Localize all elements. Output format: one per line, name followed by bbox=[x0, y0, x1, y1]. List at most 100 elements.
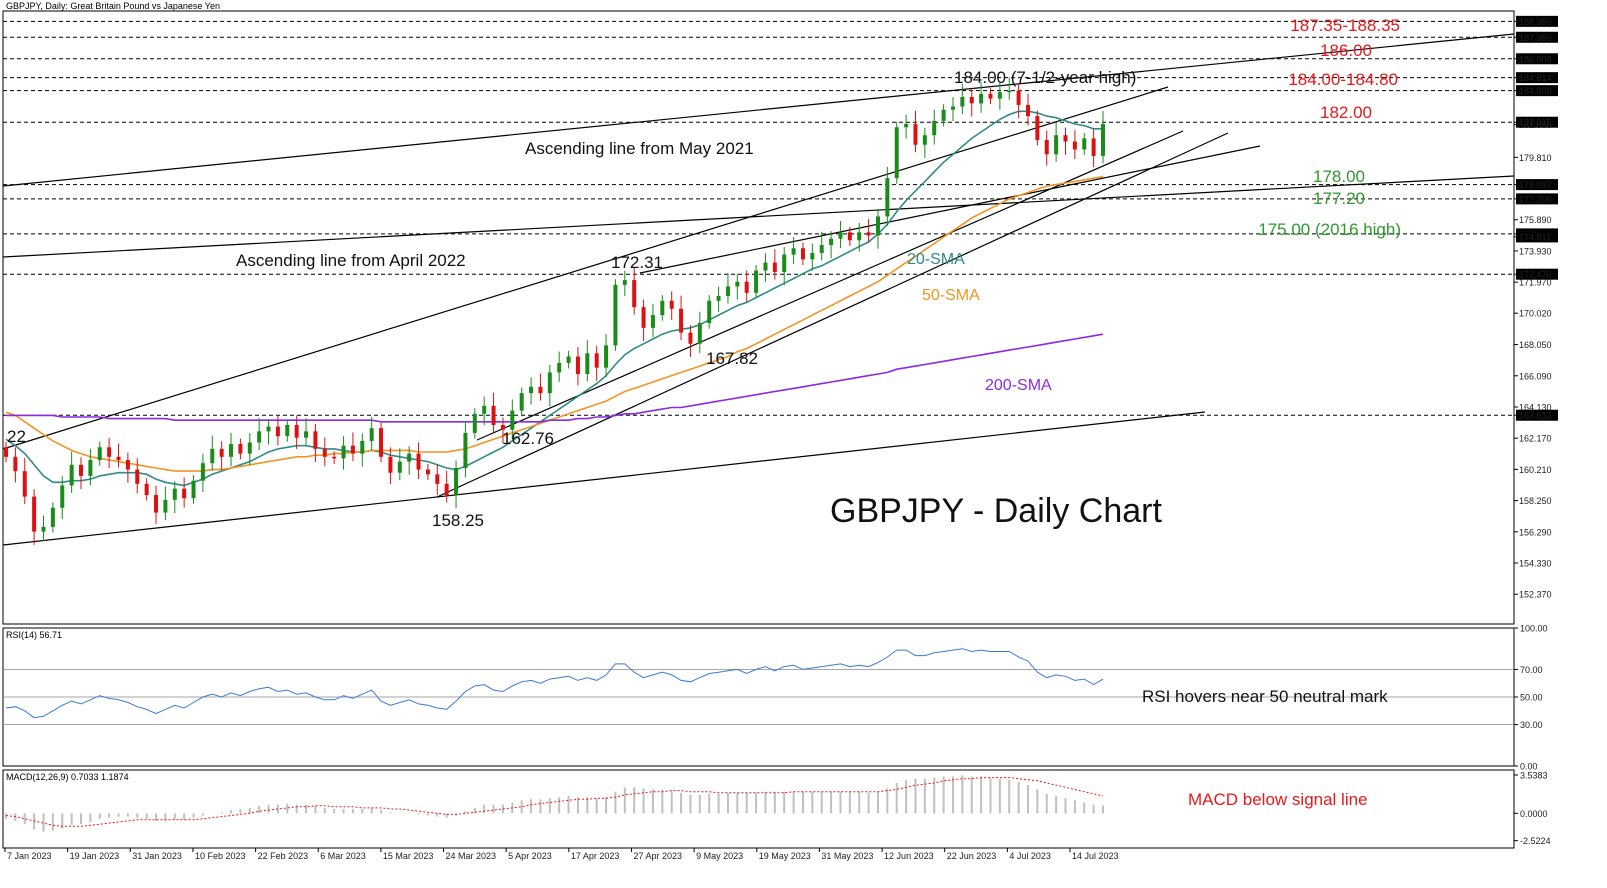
candle-body bbox=[416, 453, 421, 470]
candle-body bbox=[800, 248, 805, 260]
rsi-note: RSI hovers near 50 neutral mark bbox=[1142, 687, 1388, 706]
candle-body bbox=[697, 323, 702, 344]
candle-body bbox=[210, 448, 215, 464]
candlesticks bbox=[4, 77, 1105, 545]
candle-body bbox=[60, 485, 65, 508]
candle-body bbox=[932, 120, 937, 136]
price-tick-label: 160.210 bbox=[1519, 465, 1552, 475]
candle-body bbox=[369, 428, 374, 441]
price-tick-label: 156.290 bbox=[1519, 527, 1552, 537]
date-tick-label: 4 Jul 2023 bbox=[1009, 851, 1051, 861]
candle-body bbox=[810, 253, 815, 260]
date-tick-label: 5 Apr 2023 bbox=[508, 851, 552, 861]
date-tick-label: 19 May 2023 bbox=[759, 851, 811, 861]
price-tick-label: 188.350 bbox=[1519, 17, 1552, 27]
price-tick-label: 154.330 bbox=[1519, 559, 1552, 569]
trendline-from-158 bbox=[436, 132, 1229, 498]
candle-body bbox=[294, 424, 299, 438]
price-tick-label: 178.097 bbox=[1519, 180, 1552, 190]
candle-body bbox=[491, 405, 496, 425]
candle-body bbox=[32, 496, 37, 532]
candle-body bbox=[904, 124, 909, 128]
candle-body bbox=[725, 286, 730, 297]
candle-body bbox=[660, 300, 665, 316]
rsi-tick-label: 0.00 bbox=[1520, 762, 1538, 772]
price-axis: 188.350 187.350 186.000 184.814 184.000 182.0… bbox=[1514, 15, 1558, 600]
trendlines bbox=[2, 33, 1515, 546]
candle-body bbox=[191, 480, 196, 499]
candle-body bbox=[304, 431, 309, 438]
candle-body bbox=[847, 232, 852, 241]
rsi-axis: 100.00 70.00 50.00 30.00 0.00 bbox=[1514, 624, 1548, 772]
candle-body bbox=[838, 232, 843, 239]
price-tick-highlight bbox=[1516, 15, 1558, 27]
label-177.2: 177.20 bbox=[1313, 189, 1365, 208]
macd-signal-line bbox=[5, 777, 1104, 827]
date-tick-label: 9 May 2023 bbox=[696, 851, 743, 861]
trendline-short-upper bbox=[2, 86, 1169, 450]
candle-body bbox=[13, 456, 18, 472]
candle-body bbox=[575, 356, 580, 375]
candle-body bbox=[622, 280, 627, 285]
label-20-sma: 20-SMA bbox=[907, 251, 965, 268]
candle-body bbox=[332, 456, 337, 459]
candle-body bbox=[922, 135, 927, 145]
sma20-line bbox=[5, 110, 1103, 487]
candle-body bbox=[135, 469, 140, 484]
macd-tick-label: 3.5383 bbox=[1520, 771, 1548, 781]
candle-body bbox=[913, 124, 918, 145]
candle-body bbox=[791, 248, 796, 255]
price-tick-label: 175.890 bbox=[1519, 215, 1552, 225]
price-tick-label: 171.970 bbox=[1519, 278, 1552, 288]
candle-body bbox=[379, 428, 384, 457]
candle-body bbox=[1082, 138, 1087, 150]
date-axis: 7 Jan 2023 19 Jan 2023 31 Jan 2023 10 Feb 2… bbox=[4, 848, 1119, 861]
candle-body bbox=[585, 353, 590, 375]
pivot-167.82: 167.82 bbox=[706, 349, 758, 368]
candle-body bbox=[782, 254, 787, 273]
macd-tick-label: -2.5224 bbox=[1520, 836, 1551, 846]
rsi-reference-lines bbox=[3, 669, 1514, 725]
price-tick-highlight bbox=[1516, 53, 1558, 65]
date-tick-label: 31 Jan 2023 bbox=[132, 851, 182, 861]
macd-axis: 3.5383 0.0000 -2.5224 bbox=[1514, 771, 1551, 846]
price-tick-label: 177.200 bbox=[1519, 194, 1552, 204]
price-tick-label: 181.860 bbox=[1519, 120, 1552, 130]
price-tick-label: 184.000 bbox=[1519, 86, 1552, 96]
date-tick-label: 31 May 2023 bbox=[821, 851, 873, 861]
candle-body bbox=[182, 488, 187, 499]
candle-body bbox=[538, 386, 543, 394]
macd-note: MACD below signal line bbox=[1188, 790, 1368, 809]
price-tick-highlight bbox=[1516, 72, 1558, 84]
trendline-from-172 bbox=[639, 145, 1261, 274]
candle-body bbox=[154, 495, 159, 513]
price-tick-label: 158.250 bbox=[1519, 496, 1552, 506]
candle-body bbox=[857, 232, 862, 241]
label-178: 178.00 bbox=[1313, 167, 1365, 186]
candle-body bbox=[763, 262, 768, 271]
date-tick-label: 22 Jun 2023 bbox=[947, 851, 997, 861]
candle-body bbox=[275, 426, 280, 437]
candle-body bbox=[1044, 139, 1049, 155]
price-tick-label: 163.613 bbox=[1519, 411, 1552, 421]
candle-body bbox=[313, 431, 318, 449]
candle-body bbox=[650, 315, 655, 328]
price-tick-highlight bbox=[1516, 31, 1558, 43]
candle-body bbox=[1054, 135, 1059, 155]
rsi-line bbox=[5, 648, 1104, 719]
candle-body bbox=[116, 456, 121, 461]
candle-body bbox=[1072, 141, 1077, 150]
candle-body bbox=[482, 405, 487, 414]
macd-tick-label: 0.0000 bbox=[1520, 809, 1548, 819]
candle-body bbox=[566, 356, 571, 363]
candle-body bbox=[360, 440, 365, 454]
pivot-158.25: 158.25 bbox=[432, 511, 484, 530]
symbol-header: GBPJPY, Daily: Great Britain Pound vs Ja… bbox=[6, 1, 220, 11]
price-tick-highlight bbox=[1516, 193, 1558, 205]
label-50-sma: 50-SMA bbox=[922, 287, 980, 304]
candle-body bbox=[144, 483, 149, 496]
candle-body bbox=[594, 353, 599, 368]
candle-body bbox=[322, 448, 327, 457]
candle-body bbox=[41, 526, 46, 532]
